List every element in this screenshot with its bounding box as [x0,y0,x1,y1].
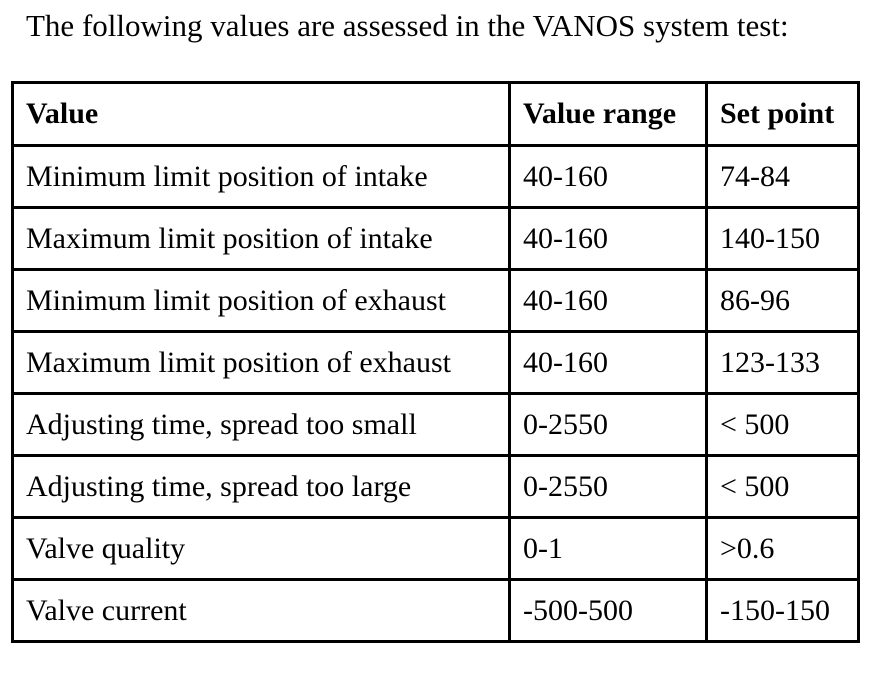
header-set-point: Set point [705,81,860,147]
table-row: Adjusting time, spread too small 0-2550 … [11,392,860,457]
cell-value: Maximum limit position of exhaust [11,330,511,395]
table-row: Minimum limit position of exhaust 40-160… [11,268,860,333]
table-row: Minimum limit position of intake 40-160 … [11,144,860,209]
cell-set-point: < 500 [705,392,860,457]
cell-set-point: 140-150 [705,206,860,271]
cell-value: Minimum limit position of exhaust [11,268,511,333]
cell-value-range: 40-160 [508,330,708,395]
cell-value-range: -500-500 [508,578,708,643]
cell-value-range: 40-160 [508,206,708,271]
cell-value-range: 40-160 [508,268,708,333]
table-header-row: Value Value range Set point [11,81,860,147]
cell-value: Maximum limit position of intake [11,206,511,271]
table-row: Maximum limit position of intake 40-160 … [11,206,860,271]
table-row: Adjusting time, spread too large 0-2550 … [11,454,860,519]
cell-set-point: 74-84 [705,144,860,209]
cell-value-range: 0-1 [508,516,708,581]
table-row: Valve quality 0-1 >0.6 [11,516,860,581]
table-row: Valve current -500-500 -150-150 [11,578,860,643]
cell-value: Valve current [11,578,511,643]
cell-set-point: >0.6 [705,516,860,581]
cell-value: Minimum limit position of intake [11,144,511,209]
cell-value-range: 0-2550 [508,454,708,519]
header-value: Value [11,81,511,147]
cell-value-range: 0-2550 [508,392,708,457]
vanos-values-table: Value Value range Set point Minimum limi… [11,81,860,643]
header-value-range: Value range [508,81,708,147]
cell-set-point: -150-150 [705,578,860,643]
table-row: Maximum limit position of exhaust 40-160… [11,330,860,395]
cell-value: Adjusting time, spread too small [11,392,511,457]
cell-value-range: 40-160 [508,144,708,209]
cell-set-point: 86-96 [705,268,860,333]
cell-value: Adjusting time, spread too large [11,454,511,519]
intro-text: The following values are assessed in the… [26,8,789,43]
cell-set-point: 123-133 [705,330,860,395]
cell-value: Valve quality [11,516,511,581]
cell-set-point: < 500 [705,454,860,519]
